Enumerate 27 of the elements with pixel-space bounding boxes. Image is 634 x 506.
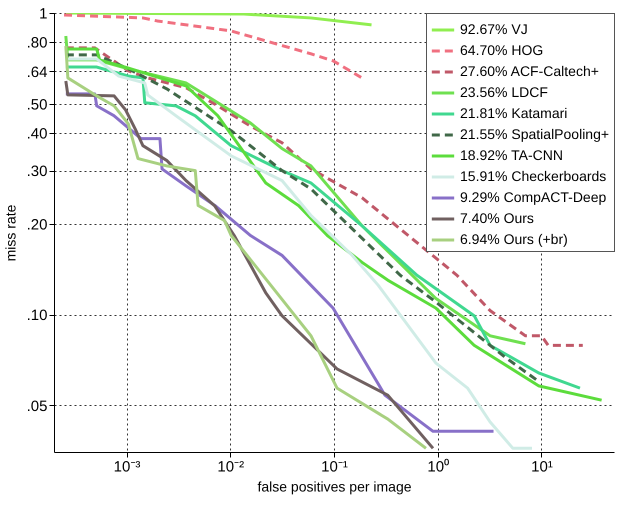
x-tick-label: 10¹ xyxy=(531,458,553,476)
x-tick-label: 10⁻¹ xyxy=(321,458,348,476)
x-tick-label: 10⁰ xyxy=(427,458,450,476)
y-tick-label: .10 xyxy=(26,307,48,324)
legend-label: 21.81% Katamari xyxy=(460,105,568,121)
legend-label: 6.94% Ours (+br) xyxy=(460,231,568,247)
y-tick-label: .50 xyxy=(26,96,48,114)
y-tick-label: 1 xyxy=(39,6,48,22)
legend-label: 7.40% Ours xyxy=(460,210,534,226)
legend-label: 64.70% HOG xyxy=(460,42,544,58)
x-tick-label: 10⁻² xyxy=(217,458,244,476)
y-tick-label: .20 xyxy=(26,216,48,234)
legend-label: 27.60% ACF-Caltech+ xyxy=(460,63,599,79)
y-tick-label: .64 xyxy=(26,64,48,81)
x-tick-label: 10⁻³ xyxy=(114,458,140,476)
y-tick-label: .80 xyxy=(26,34,48,52)
y-tick-label: .30 xyxy=(26,163,48,180)
y-tick-label: .40 xyxy=(26,125,48,142)
legend-label: 23.56% LDCF xyxy=(460,84,548,100)
legend-label: 9.29% CompACT-Deep xyxy=(460,189,607,205)
legend-label: 18.92% TA-CNN xyxy=(460,147,563,163)
x-axis-title: false positives per image xyxy=(257,478,412,494)
legend-label: 15.91% Checkerboards xyxy=(460,168,606,184)
y-tick-label: .05 xyxy=(26,398,48,415)
y-axis-title: miss rate xyxy=(2,204,19,262)
legend-label: 21.55% SpatialPooling+ xyxy=(460,126,610,142)
legend-label: 92.67% VJ xyxy=(460,21,528,37)
